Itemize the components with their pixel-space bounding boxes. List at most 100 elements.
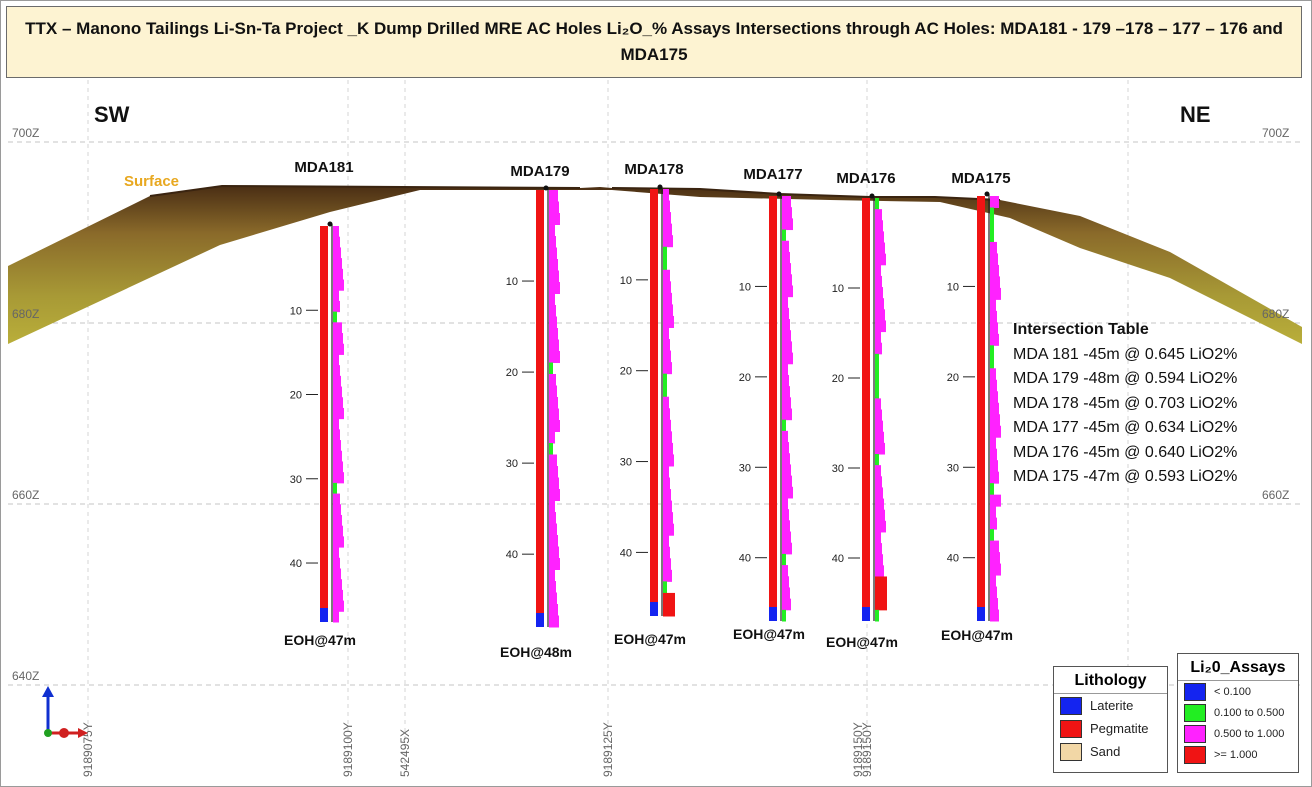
assay-interval — [549, 420, 560, 432]
assay-interval — [782, 352, 793, 365]
assay-interval — [875, 398, 881, 410]
pegmatite-interval — [536, 190, 544, 613]
assay-swatch — [1184, 703, 1206, 722]
assay-interval — [990, 483, 994, 496]
assay-interval — [782, 497, 788, 510]
assay-interval — [782, 196, 791, 208]
assay-interval — [333, 290, 339, 302]
assay-interval — [333, 268, 343, 281]
legend-item-assay-top: >= 1.000 — [1178, 744, 1298, 765]
assay-interval — [333, 343, 344, 355]
assay-interval — [333, 461, 343, 473]
assay-interval — [333, 258, 342, 270]
assay-interval — [782, 587, 790, 600]
assay-interval — [990, 230, 994, 243]
assay-interval — [875, 287, 883, 299]
assay-interval — [333, 547, 339, 559]
collar-marker — [543, 185, 549, 191]
assay-interval — [549, 282, 560, 294]
assay-interval — [549, 236, 556, 248]
assay-interval — [549, 569, 555, 582]
assay-interval — [875, 275, 882, 288]
assay-interval — [549, 328, 558, 340]
assay-interval — [782, 553, 786, 566]
assay-interval — [990, 207, 994, 220]
assay-interval — [663, 200, 670, 213]
legend-label: 0.500 to 1.000 — [1214, 727, 1285, 740]
drill-hole-mda175: 10 20 30 40 MDA175 EOH@47m — [941, 170, 1013, 643]
surface-label: Surface — [124, 173, 179, 190]
assay-interval — [875, 409, 882, 422]
assay-interval — [663, 477, 670, 490]
assay-interval — [549, 213, 560, 225]
assay-interval — [663, 339, 670, 352]
assay-swatch — [1184, 682, 1206, 701]
eoh-label: EOH@47m — [733, 626, 805, 642]
assay-interval — [875, 298, 884, 310]
assay-interval — [549, 397, 558, 409]
legend-item-assay-high: 0.500 to 1.000 — [1178, 723, 1298, 744]
assay-interval — [663, 292, 672, 305]
assay-interval — [990, 609, 999, 622]
assay-interval — [875, 331, 881, 344]
assay-interval — [782, 386, 790, 398]
assay-interval — [663, 431, 672, 444]
assay-interval — [875, 576, 887, 589]
assay-interval — [333, 386, 342, 398]
assay-interval — [549, 305, 556, 317]
assay-interval — [663, 535, 669, 548]
drill-hole-mda181: 10 20 30 40 MDA181 EOH@47m — [284, 159, 356, 648]
depth-label: 40 — [620, 547, 632, 559]
assay-interval — [663, 512, 673, 525]
assay-interval — [663, 373, 667, 386]
assay-interval — [990, 529, 994, 542]
drill-hole-mda177: 10 20 30 40 MDA177 EOH@47m — [733, 166, 805, 642]
assay-interval — [990, 552, 1000, 565]
northing-label: 542495X — [398, 729, 412, 777]
legend-label: Sand — [1090, 744, 1121, 759]
drill-holes: 10 20 30 40 MDA181 EOH@47m 10 20 30 40 MDA179 EOH@4… — [284, 159, 1013, 660]
assay-interval — [663, 385, 667, 398]
collar-marker — [327, 221, 333, 227]
assay-interval — [782, 263, 791, 275]
legend-item-assay-mid: 0.100 to 0.500 — [1178, 702, 1298, 723]
assay-interval — [990, 368, 996, 381]
laterite-interval — [650, 602, 658, 616]
assay-interval — [333, 611, 339, 623]
assay-interval — [549, 190, 558, 202]
legend-item-assay-low: < 0.100 — [1178, 681, 1298, 702]
assay-interval — [990, 575, 996, 588]
depth-label: 20 — [739, 372, 751, 384]
assay-interval — [663, 281, 671, 294]
eoh-label: EOH@47m — [826, 634, 898, 650]
hole-name-label: MDA176 — [836, 170, 895, 187]
hole-name-label: MDA175 — [951, 170, 1010, 187]
assay-interval — [663, 500, 672, 513]
assay-interval — [782, 464, 791, 477]
assay-interval — [333, 418, 339, 430]
depth-label: 40 — [832, 553, 844, 565]
assay-interval — [875, 253, 886, 266]
assay-interval — [875, 465, 881, 477]
assay-interval — [663, 246, 667, 259]
assay-interval — [333, 472, 344, 484]
assay-interval — [663, 592, 675, 605]
depth-label: 40 — [739, 553, 751, 565]
assay-interval — [782, 442, 789, 454]
assay-interval — [663, 408, 670, 421]
assay-interval — [549, 604, 558, 616]
assay-interval — [875, 242, 885, 255]
assay-interval — [549, 523, 557, 536]
assay-swatch — [1184, 724, 1206, 743]
assay-interval — [549, 201, 559, 214]
collar-marker — [657, 184, 663, 190]
pegmatite-interval — [977, 196, 985, 607]
northing-label: 9189150Y — [851, 722, 865, 777]
assay-interval — [990, 310, 997, 323]
pegmatite-interval — [862, 198, 870, 607]
assay-interval — [990, 448, 997, 461]
assay-interval — [875, 264, 881, 277]
assay-interval — [333, 589, 343, 602]
depth-label: 30 — [506, 458, 518, 470]
assay-interval — [875, 231, 884, 244]
